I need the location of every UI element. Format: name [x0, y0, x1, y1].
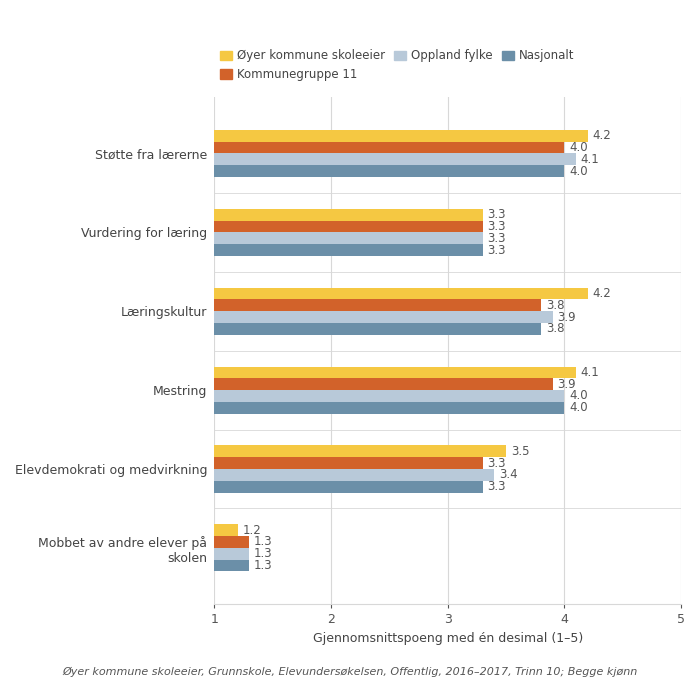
Text: 1.3: 1.3: [254, 559, 273, 572]
Text: 4.0: 4.0: [569, 401, 588, 414]
Bar: [214, 323, 541, 335]
Text: 4.1: 4.1: [581, 153, 599, 166]
Bar: [214, 536, 249, 548]
Text: 4.2: 4.2: [592, 287, 611, 300]
Bar: [214, 165, 564, 177]
Text: 3.3: 3.3: [487, 480, 506, 493]
Bar: [214, 378, 553, 390]
Bar: [214, 244, 483, 256]
Bar: [214, 154, 576, 165]
Text: 1.2: 1.2: [242, 524, 261, 537]
Bar: [214, 220, 483, 233]
Text: 4.2: 4.2: [592, 129, 611, 142]
Bar: [214, 367, 576, 378]
Text: 3.3: 3.3: [487, 456, 506, 470]
Bar: [214, 445, 506, 457]
Bar: [214, 209, 483, 220]
Text: 3.9: 3.9: [557, 377, 576, 391]
Bar: [214, 288, 588, 299]
X-axis label: Gjennomsnittspoeng med én desimal (1–5): Gjennomsnittspoeng med én desimal (1–5): [313, 632, 583, 645]
Text: 4.0: 4.0: [569, 141, 588, 154]
Text: 3.3: 3.3: [487, 243, 506, 256]
Text: 1.3: 1.3: [254, 535, 273, 549]
Bar: [214, 299, 541, 311]
Legend: Øyer kommune skoleeier, Kommunegruppe 11, Oppland fylke, Nasjonalt: Øyer kommune skoleeier, Kommunegruppe 11…: [220, 50, 574, 81]
Bar: [214, 481, 483, 492]
Text: 3.3: 3.3: [487, 232, 506, 245]
Text: 3.9: 3.9: [557, 311, 576, 324]
Text: 3.3: 3.3: [487, 208, 506, 221]
Bar: [214, 560, 249, 571]
Text: 3.5: 3.5: [511, 445, 529, 458]
Bar: [214, 469, 494, 481]
Text: 3.4: 3.4: [499, 469, 518, 481]
Text: Øyer kommune skoleeier, Grunnskole, Elevundersøkelsen, Offentlig, 2016–2017, Tri: Øyer kommune skoleeier, Grunnskole, Elev…: [62, 666, 638, 677]
Bar: [214, 141, 564, 154]
Bar: [214, 390, 564, 402]
Bar: [214, 457, 483, 469]
Text: 3.8: 3.8: [546, 322, 564, 335]
Bar: [214, 311, 553, 323]
Text: 4.1: 4.1: [581, 366, 599, 379]
Text: 3.8: 3.8: [546, 299, 564, 312]
Text: 4.0: 4.0: [569, 165, 588, 177]
Bar: [214, 524, 238, 536]
Text: 1.3: 1.3: [254, 547, 273, 560]
Bar: [214, 402, 564, 413]
Text: 4.0: 4.0: [569, 390, 588, 403]
Bar: [214, 130, 588, 141]
Bar: [214, 233, 483, 244]
Text: 3.3: 3.3: [487, 220, 506, 233]
Bar: [214, 548, 249, 560]
